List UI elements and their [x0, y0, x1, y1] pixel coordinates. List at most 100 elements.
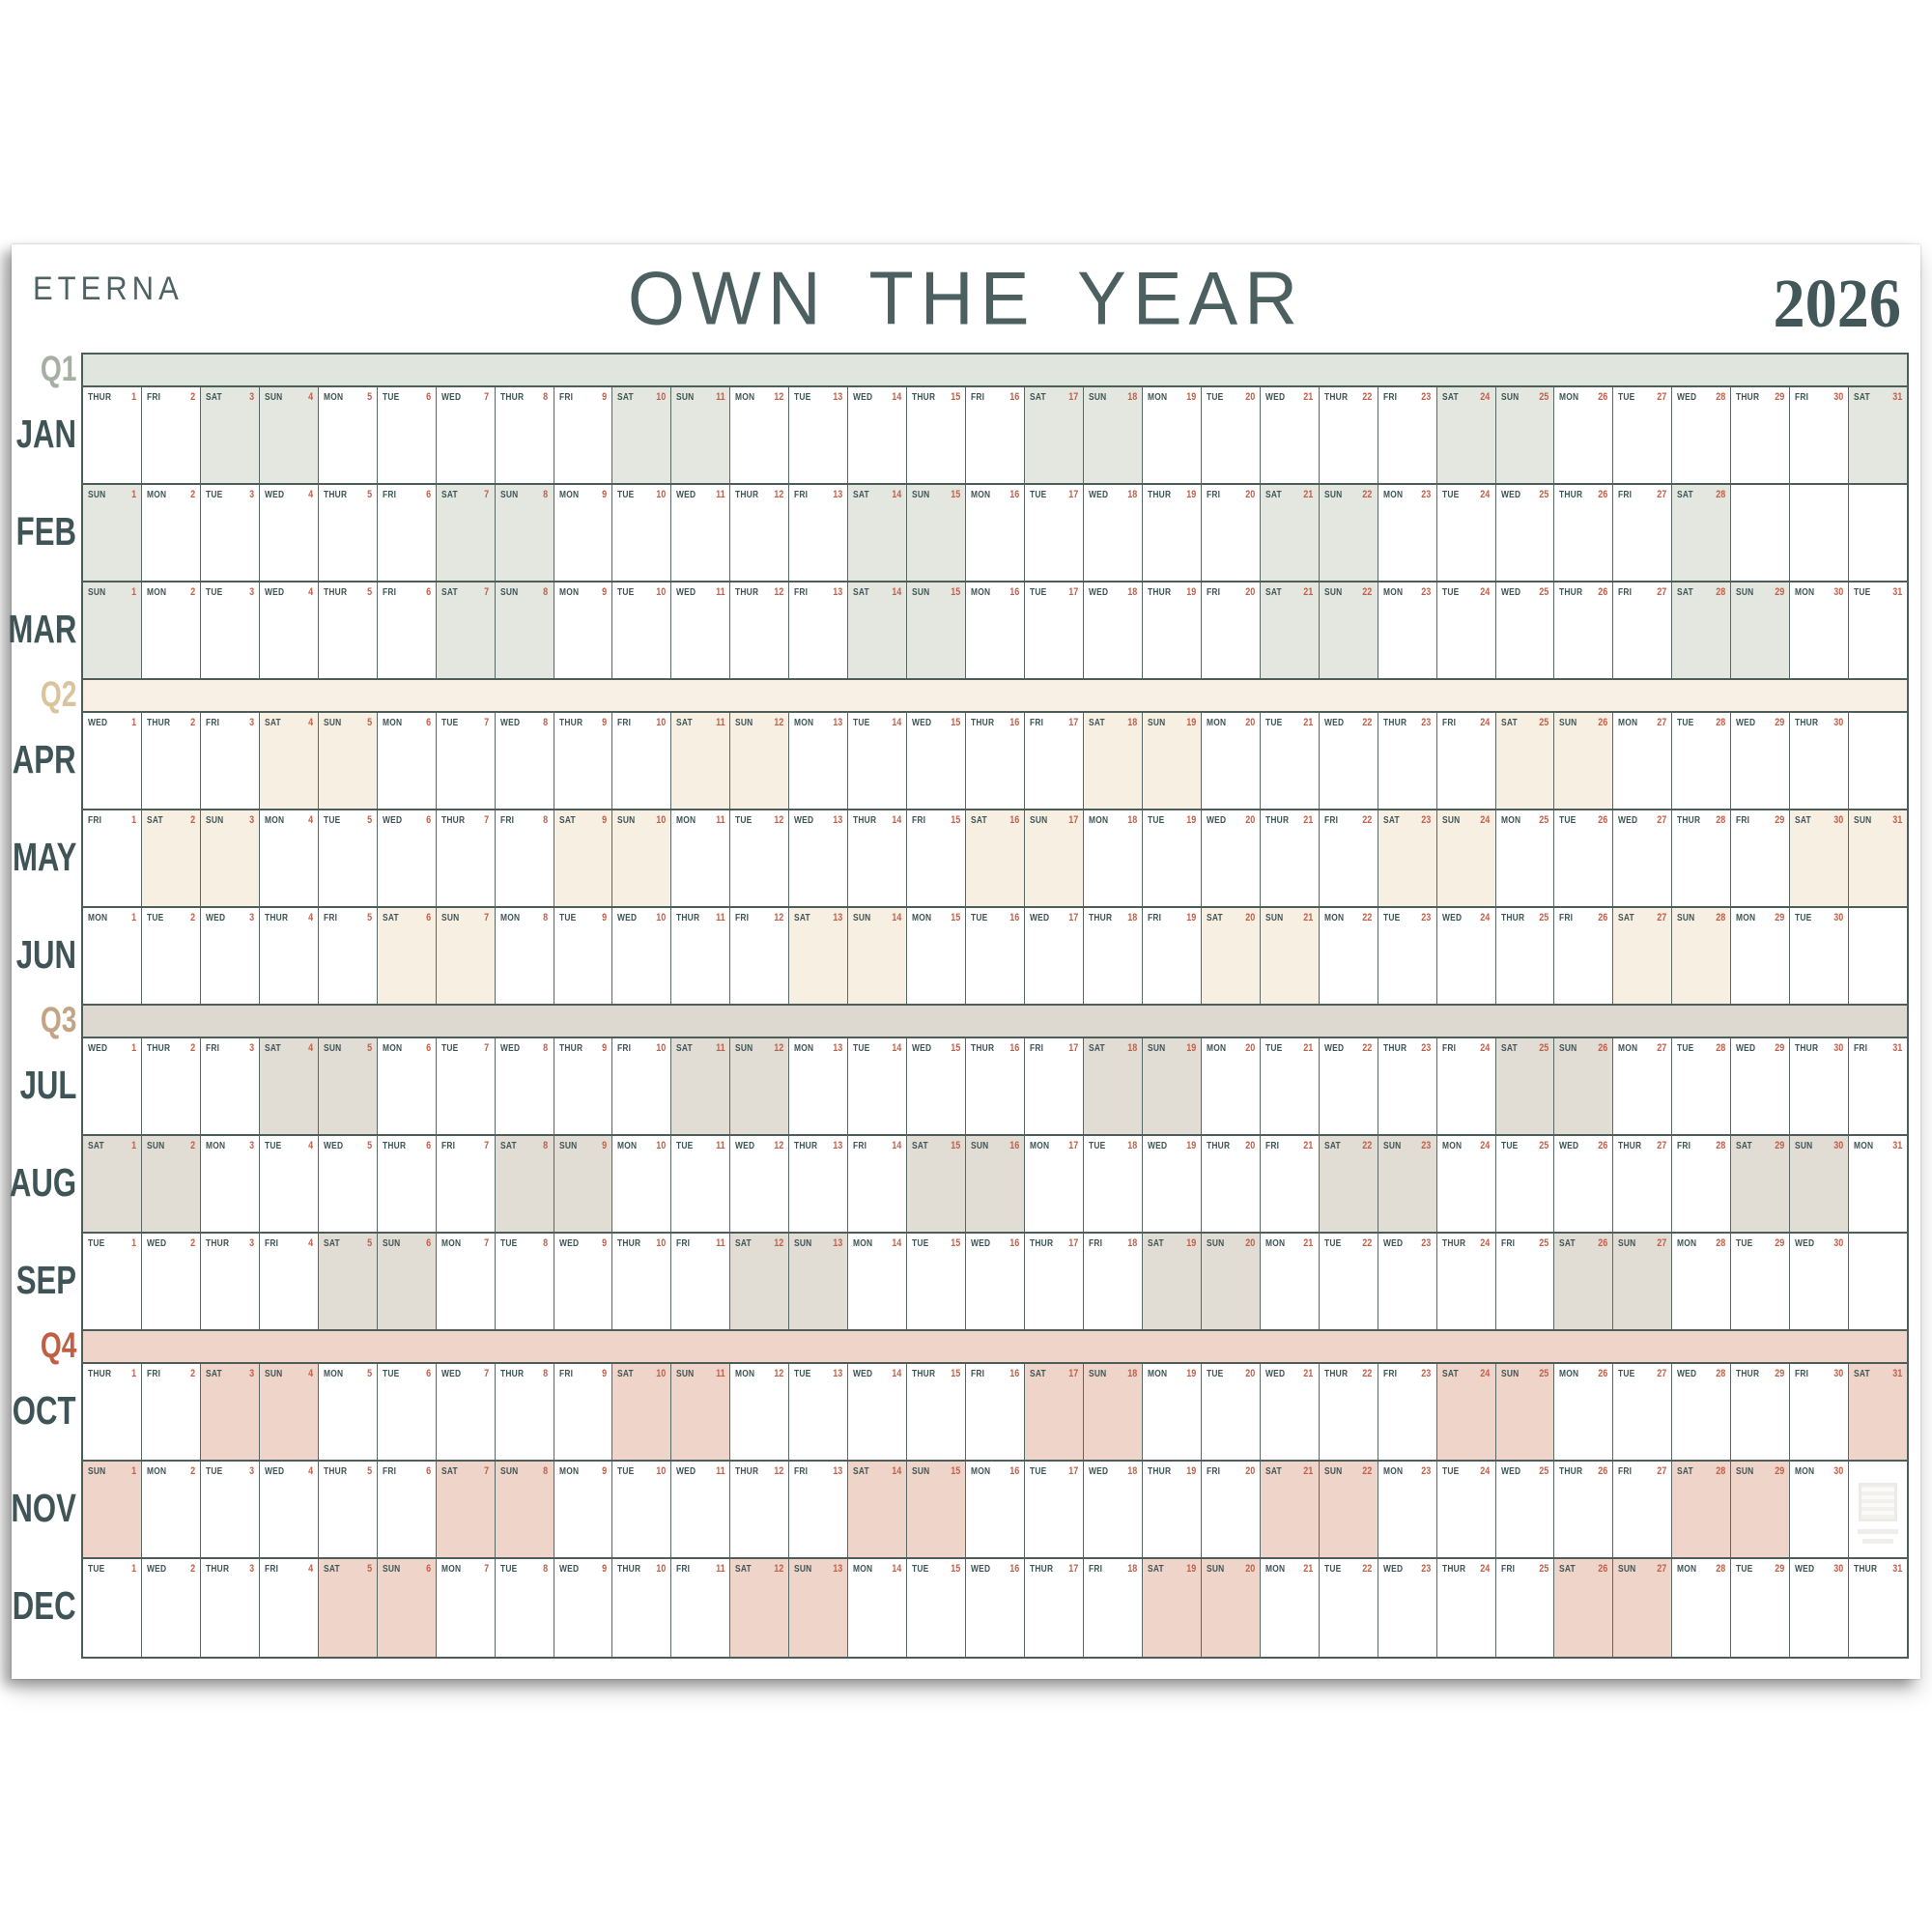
day-number: 6 — [425, 814, 431, 826]
day-cell-header: THUR 19 — [1143, 485, 1201, 500]
day-cell-dec-23: WED 23 — [1378, 1559, 1437, 1657]
day-cell-header: THUR 22 — [1320, 1364, 1378, 1379]
day-name: TUE — [1441, 489, 1460, 500]
day-name: THUR — [1323, 391, 1348, 403]
day-name: MON — [1382, 586, 1403, 598]
day-cell-header: THUR 3 — [201, 1234, 259, 1249]
day-cell-mar-8: SUN 8 — [495, 582, 554, 678]
day-cell-may-8: FRI 8 — [495, 810, 554, 906]
day-number: 31 — [1892, 1042, 1903, 1054]
day-number: 20 — [1244, 1237, 1255, 1249]
day-name: TUE — [853, 717, 870, 728]
day-number: 13 — [833, 1042, 843, 1054]
day-cell-header: WED 15 — [907, 713, 965, 728]
day-name: WED — [1618, 814, 1638, 826]
day-cell-nov-6: FRI 6 — [377, 1462, 437, 1557]
day-cell-dec-18: FRI 18 — [1083, 1559, 1143, 1657]
day-number: 27 — [1657, 717, 1667, 728]
day-cell-jan-28: WED 28 — [1672, 387, 1732, 483]
day-cell-header: MON 2 — [142, 1462, 200, 1477]
day-number: 6 — [425, 489, 431, 500]
day-number: 23 — [1421, 391, 1432, 403]
day-name: SAT — [853, 489, 870, 500]
day-cell-dec-1: TUE 1 — [83, 1559, 142, 1657]
day-cell-header: MON 23 — [1378, 485, 1436, 500]
day-cell-aug-22: SAT 22 — [1319, 1136, 1378, 1232]
day-cell-aug-9: SUN 9 — [554, 1136, 613, 1232]
day-number: 27 — [1657, 489, 1667, 500]
day-cell-sep-30: WED 30 — [1790, 1234, 1850, 1329]
month-label-text: NOV — [11, 1486, 76, 1530]
day-cell-may-21: THUR 21 — [1260, 810, 1320, 906]
day-cell-mar-28: SAT 28 — [1672, 582, 1732, 678]
day-cell-may-4: MON 4 — [259, 810, 319, 906]
day-cell-header: SAT 11 — [671, 1038, 729, 1054]
day-name: FRI — [617, 717, 632, 728]
day-name: THUR — [912, 391, 936, 403]
day-cell-may-1: FRI 1 — [83, 810, 142, 906]
day-cell-header: TUE 24 — [1437, 1462, 1495, 1477]
day-cell-apr-22: WED 22 — [1319, 713, 1378, 809]
day-name: FRI — [1382, 1368, 1397, 1379]
day-cell-apr-27: MON 27 — [1613, 713, 1673, 809]
day-number: 2 — [189, 1140, 195, 1151]
day-number: 20 — [1244, 586, 1255, 598]
poster-title: OWN THE YEAR — [627, 257, 1305, 341]
day-cell-apr-29: WED 29 — [1731, 713, 1791, 809]
day-name: THUR — [1736, 391, 1760, 403]
day-cell-sep-14: MON 14 — [848, 1234, 908, 1329]
month-label-jan: JAN — [12, 385, 81, 483]
day-number: 28 — [1716, 586, 1726, 598]
day-cell-may-27: WED 27 — [1613, 810, 1673, 906]
day-cell-header: WED 28 — [1672, 1364, 1730, 1379]
day-cell-oct-21: WED 21 — [1260, 1364, 1320, 1460]
day-cell-header: SAT 18 — [1084, 713, 1142, 728]
day-cell-header: THUR 9 — [554, 1038, 612, 1054]
day-name: SUN — [1500, 391, 1519, 403]
day-name: SAT — [735, 1563, 753, 1575]
day-number: 19 — [1185, 1368, 1196, 1379]
day-name: MON — [1677, 1563, 1697, 1575]
day-name: MON — [853, 1237, 873, 1249]
day-cell-header: THUR 17 — [1025, 1234, 1083, 1249]
day-name: SAT — [146, 814, 163, 826]
day-cell-header: SUN 30 — [1790, 1136, 1848, 1151]
day-cell-dec-19: SAT 19 — [1142, 1559, 1202, 1657]
day-name: TUE — [264, 1140, 282, 1151]
day-cell-sep-9: WED 9 — [554, 1234, 613, 1329]
day-number: 1 — [130, 1563, 136, 1575]
day-number: 16 — [1009, 814, 1019, 826]
day-cell-header: SAT 27 — [1613, 908, 1671, 923]
day-name: FRI — [1795, 1368, 1809, 1379]
day-name: TUE — [558, 912, 577, 923]
day-cell-header: FRI 17 — [1025, 1038, 1083, 1054]
day-cell-header: FRI 23 — [1378, 1364, 1436, 1379]
day-name: SAT — [1147, 1563, 1164, 1575]
day-name: TUE — [1441, 586, 1460, 598]
day-cell-jan-2: FRI 2 — [141, 387, 201, 483]
day-cell-header: TUE 18 — [1084, 1136, 1142, 1151]
day-number: 5 — [366, 1465, 372, 1477]
day-number: 28 — [1716, 717, 1726, 728]
day-cell-apr-21: TUE 21 — [1260, 713, 1320, 809]
day-cell-header: TUE 24 — [1437, 582, 1495, 598]
day-cell-header: SUN 12 — [730, 713, 788, 728]
day-name: SAT — [1500, 717, 1518, 728]
day-cell-header: MON 23 — [1378, 582, 1436, 598]
month-label-text: FEB — [15, 509, 76, 554]
day-cell-feb-11: WED 11 — [671, 485, 731, 581]
day-cell-nov-23: MON 23 — [1378, 1462, 1437, 1557]
day-cell-mar-6: FRI 6 — [377, 582, 437, 678]
day-cell-oct-26: MON 26 — [1554, 1364, 1614, 1460]
day-name: MON — [1559, 391, 1579, 403]
day-cell-dec-7: MON 7 — [436, 1559, 496, 1657]
day-cell-header: SUN 26 — [1554, 713, 1612, 728]
day-number: 13 — [833, 912, 843, 923]
day-cell-nov-19: THUR 19 — [1142, 1462, 1202, 1557]
day-name: THUR — [1559, 586, 1583, 598]
day-name: TUE — [794, 1368, 811, 1379]
day-cell-header: SUN 1 — [83, 1462, 141, 1477]
day-cell-header: WED 11 — [671, 582, 729, 598]
day-number: 20 — [1244, 1042, 1255, 1054]
day-cell-jun-15: MON 15 — [907, 908, 967, 1004]
